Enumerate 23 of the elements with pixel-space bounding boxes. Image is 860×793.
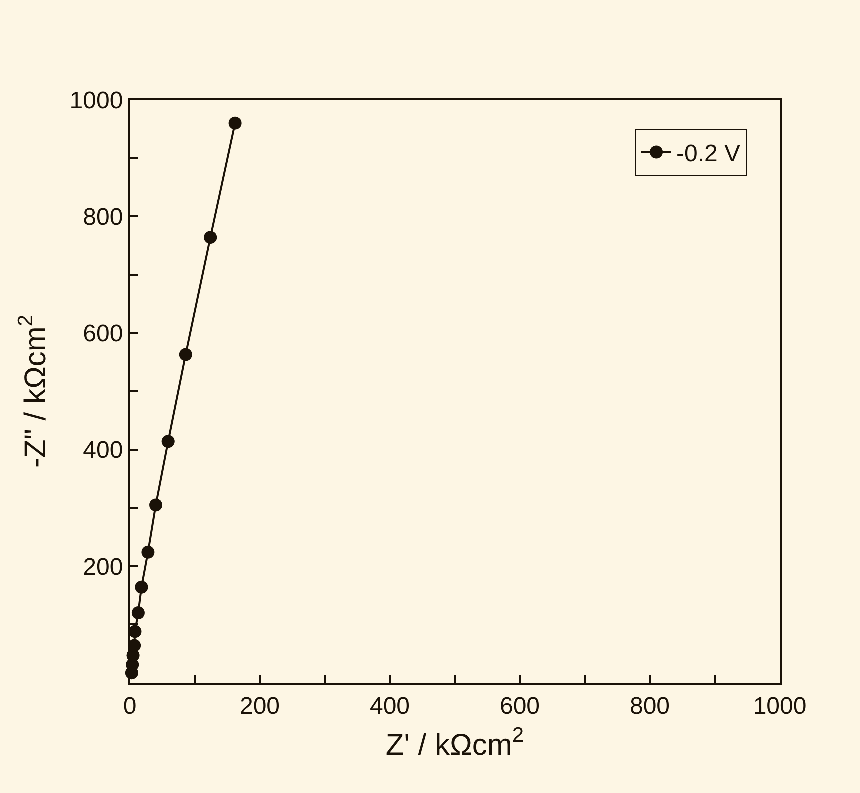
- y-tick-label: 800: [83, 204, 124, 231]
- point: [162, 435, 175, 448]
- point: [179, 348, 192, 362]
- point: [128, 625, 142, 638]
- point: [142, 546, 155, 559]
- point: [132, 606, 145, 620]
- x-tick-label: 400: [370, 692, 410, 720]
- y-tick-label: 600: [83, 320, 124, 348]
- y-tick-label: 400: [83, 437, 124, 464]
- point: [204, 231, 218, 244]
- x-tick-label: 1000: [753, 692, 807, 720]
- y-tick-label: 1000: [70, 87, 124, 114]
- point: [135, 580, 148, 594]
- point: [228, 116, 242, 130]
- point: [128, 639, 142, 652]
- x-tick-label: 0: [123, 692, 137, 720]
- x-tick-label: 800: [630, 692, 670, 720]
- x-tick-label: 200: [240, 692, 280, 720]
- point: [150, 498, 162, 512]
- y-tick-label: 200: [83, 554, 124, 581]
- legend-label: -0.2 V: [676, 140, 741, 168]
- x-axis-title: Z' / kΩcm$^{2}$: [386, 724, 524, 762]
- x-tick-label: 600: [500, 692, 540, 720]
